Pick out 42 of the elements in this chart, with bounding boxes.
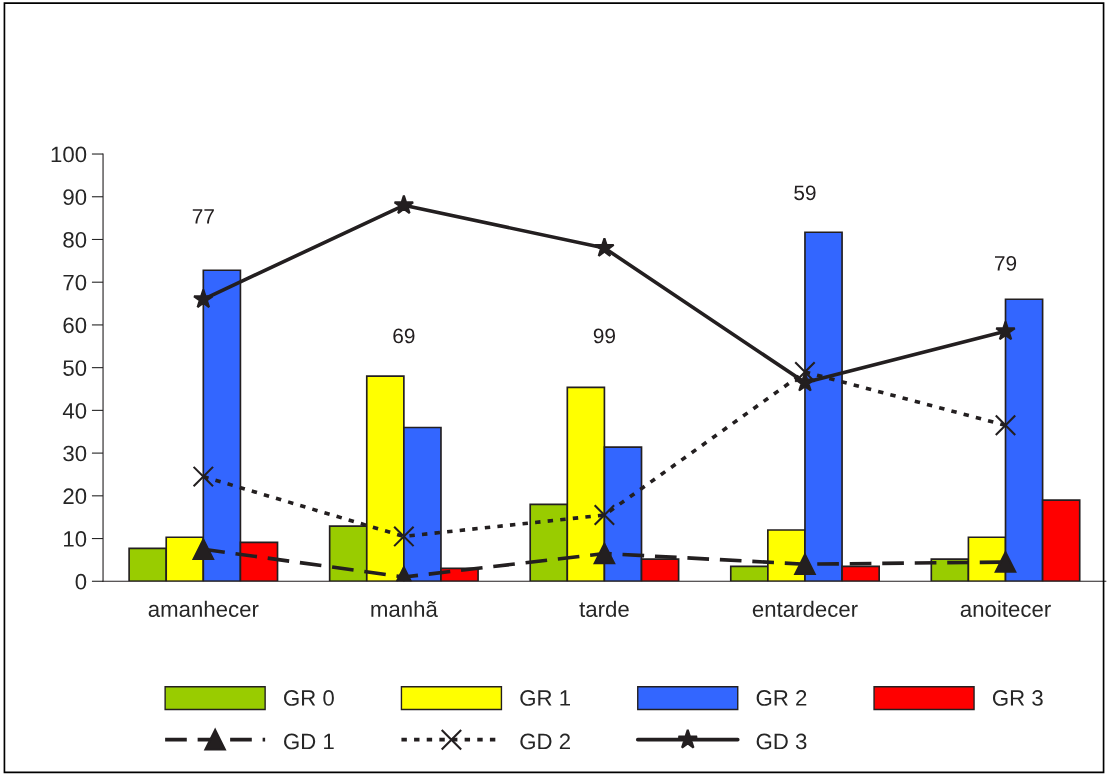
- y-tick-label: 10: [64, 531, 87, 547]
- y-tick-label: 60: [63, 317, 87, 334]
- legend-label: GR 0: [284, 690, 334, 706]
- point: [192, 538, 215, 560]
- y-tick-label: 80: [63, 232, 87, 248]
- x-tick-label: anoitecer: [960, 600, 1051, 618]
- point: [593, 504, 616, 526]
- y-tick-label: 100: [51, 146, 87, 163]
- annotation: 99: [593, 328, 616, 344]
- legend-label: GR 3: [992, 690, 1043, 706]
- point: [995, 320, 1016, 341]
- x-tick-label: tarde: [579, 600, 629, 618]
- point: [594, 237, 615, 257]
- y-tick-label: 20: [63, 488, 87, 505]
- point: [794, 553, 816, 575]
- y-tick-label: 50: [63, 360, 87, 376]
- point: [794, 361, 816, 383]
- x-tick-label: entardecer: [752, 600, 858, 618]
- legend-label: GD 3: [756, 733, 807, 750]
- y-tick-label: 90: [63, 189, 87, 206]
- annotation: 79: [994, 255, 1017, 271]
- point: [994, 551, 1017, 573]
- y-tick-label: 40: [62, 402, 87, 419]
- point: [393, 525, 415, 548]
- annotation: 77: [192, 209, 214, 224]
- point: [193, 288, 214, 309]
- y-tick-label: 30: [63, 445, 87, 462]
- x-tick-label: manhã: [371, 600, 438, 618]
- legend-label: GR 1: [520, 690, 570, 706]
- annotation: 69: [393, 328, 415, 344]
- point: [192, 465, 215, 488]
- point: [393, 194, 415, 215]
- y-tick-label: 0: [75, 573, 87, 590]
- legend-label: GR 2: [756, 690, 807, 706]
- y-tick-label: 70: [63, 274, 87, 291]
- x-tick-label: amanhecer: [148, 600, 259, 618]
- legend-label: GD 2: [520, 733, 570, 750]
- point: [994, 414, 1017, 437]
- legend-label: GD 1: [284, 733, 334, 750]
- point: [794, 371, 816, 392]
- annotation: 59: [794, 185, 816, 201]
- point: [593, 542, 616, 565]
